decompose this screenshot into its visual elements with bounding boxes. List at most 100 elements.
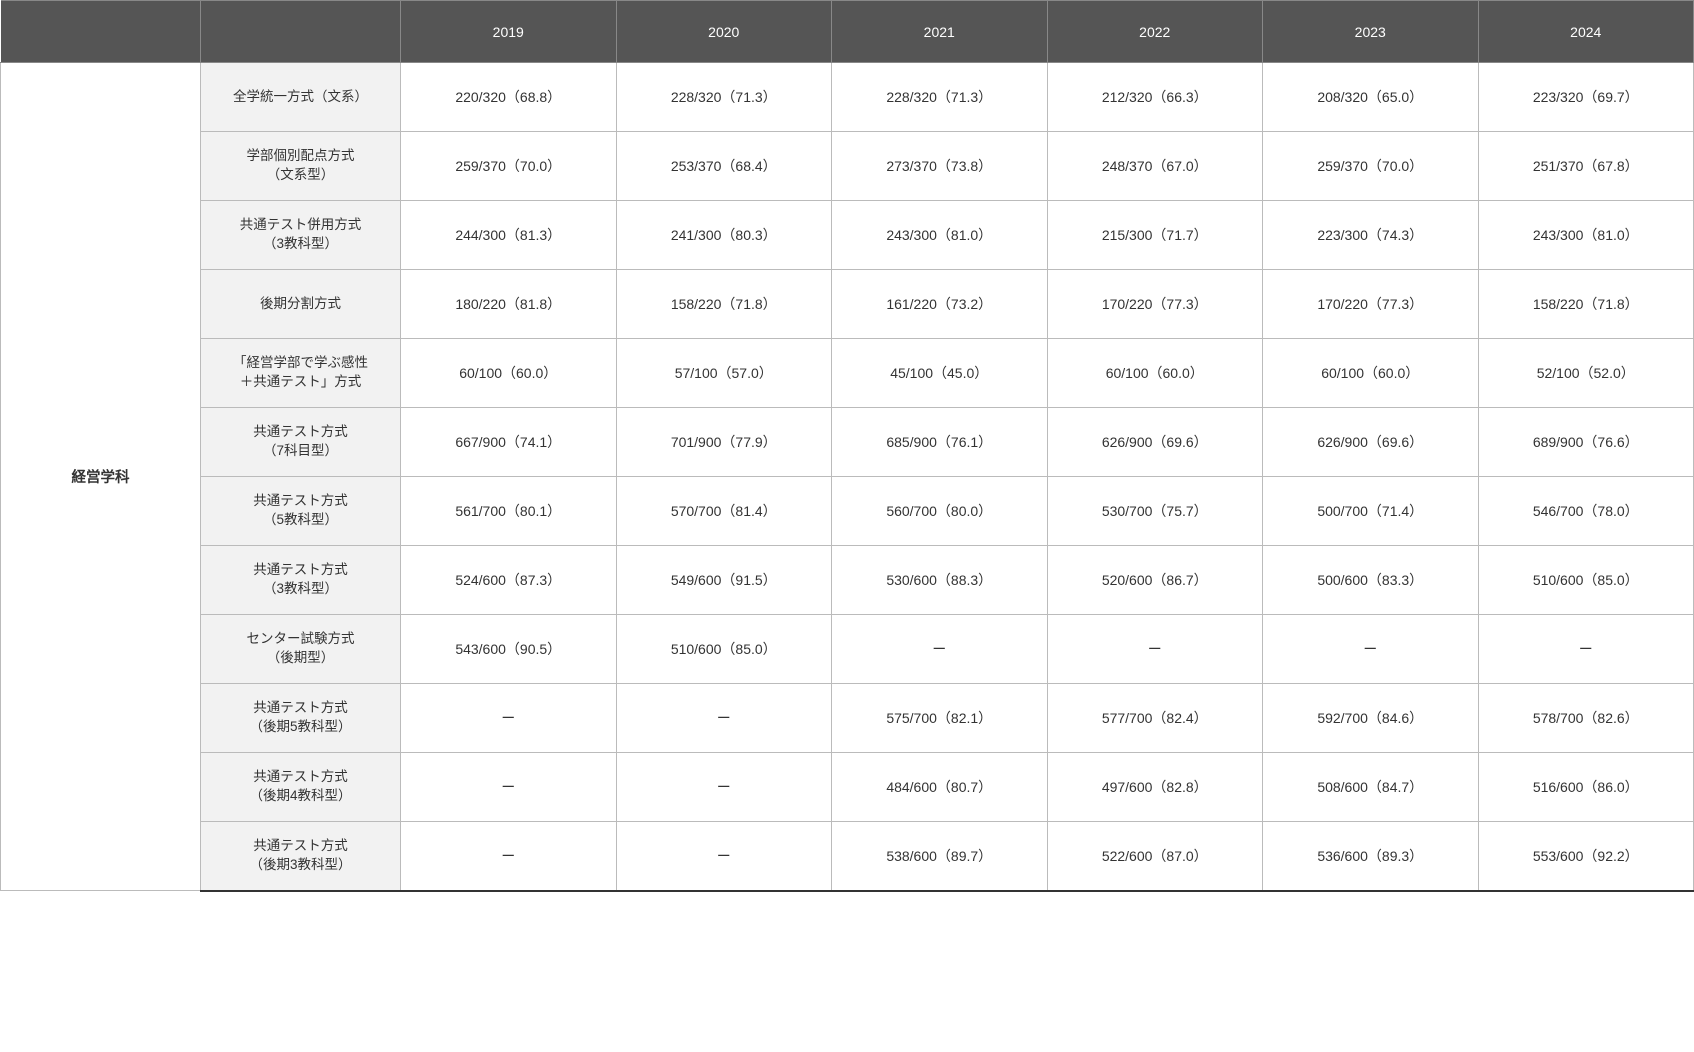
data-cell: 228/320（71.3） <box>832 63 1048 132</box>
method-cell: センター試験方式（後期型） <box>201 615 401 684</box>
table-row: 「経営学部で学ぶ感性＋共通テスト」方式 60/100（60.0） 57/100（… <box>1 339 1694 408</box>
data-cell: ー <box>401 822 617 891</box>
method-cell: 共通テスト方式（後期4教科型） <box>201 753 401 822</box>
data-cell: 170/220（77.3） <box>1263 270 1479 339</box>
data-cell: ー <box>832 615 1048 684</box>
data-cell: 667/900（74.1） <box>401 408 617 477</box>
table-row: 共通テスト方式（5教科型） 561/700（80.1） 570/700（81.4… <box>1 477 1694 546</box>
header-year: 2024 <box>1478 1 1694 63</box>
data-cell: 500/700（71.4） <box>1263 477 1479 546</box>
data-cell: 524/600（87.3） <box>401 546 617 615</box>
data-cell: 170/220（77.3） <box>1047 270 1263 339</box>
table-row: 学部個別配点方式（文系型） 259/370（70.0） 253/370（68.4… <box>1 132 1694 201</box>
data-cell: 522/600（87.0） <box>1047 822 1263 891</box>
method-cell: 「経営学部で学ぶ感性＋共通テスト」方式 <box>201 339 401 408</box>
data-cell: 516/600（86.0） <box>1478 753 1694 822</box>
method-cell: 共通テスト方式（7科目型） <box>201 408 401 477</box>
data-cell: 685/900（76.1） <box>832 408 1048 477</box>
data-cell: 220/320（68.8） <box>401 63 617 132</box>
method-cell: 学部個別配点方式（文系型） <box>201 132 401 201</box>
data-cell: 180/220（81.8） <box>401 270 617 339</box>
method-cell: 共通テスト併用方式（3教科型） <box>201 201 401 270</box>
data-cell: ー <box>401 684 617 753</box>
data-cell: 561/700（80.1） <box>401 477 617 546</box>
table-row: センター試験方式（後期型） 543/600（90.5） 510/600（85.0… <box>1 615 1694 684</box>
data-cell: 60/100（60.0） <box>1263 339 1479 408</box>
data-cell: 577/700（82.4） <box>1047 684 1263 753</box>
header-year: 2021 <box>832 1 1048 63</box>
data-cell: 223/320（69.7） <box>1478 63 1694 132</box>
header-year: 2022 <box>1047 1 1263 63</box>
data-cell: 549/600（91.5） <box>616 546 832 615</box>
table-row: 共通テスト方式（後期5教科型） ー ー 575/700（82.1） 577/70… <box>1 684 1694 753</box>
data-cell: 689/900（76.6） <box>1478 408 1694 477</box>
data-cell: ー <box>616 684 832 753</box>
data-cell: 158/220（71.8） <box>1478 270 1694 339</box>
data-cell: ー <box>616 822 832 891</box>
data-cell: 497/600（82.8） <box>1047 753 1263 822</box>
data-cell: 510/600（85.0） <box>1478 546 1694 615</box>
table-row: 共通テスト併用方式（3教科型） 244/300（81.3） 241/300（80… <box>1 201 1694 270</box>
department-cell: 経営学科 <box>1 63 201 891</box>
data-cell: 259/370（70.0） <box>401 132 617 201</box>
table-row: 共通テスト方式（3教科型） 524/600（87.3） 549/600（91.5… <box>1 546 1694 615</box>
data-cell: 560/700（80.0） <box>832 477 1048 546</box>
data-cell: 484/600（80.7） <box>832 753 1048 822</box>
data-cell: 60/100（60.0） <box>1047 339 1263 408</box>
data-cell: ー <box>1263 615 1479 684</box>
data-cell: 57/100（57.0） <box>616 339 832 408</box>
method-cell: 共通テスト方式（5教科型） <box>201 477 401 546</box>
data-cell: 223/300（74.3） <box>1263 201 1479 270</box>
data-cell: 243/300（81.0） <box>1478 201 1694 270</box>
data-cell: 575/700（82.1） <box>832 684 1048 753</box>
header-year: 2023 <box>1263 1 1479 63</box>
data-cell: 543/600（90.5） <box>401 615 617 684</box>
data-cell: 500/600（83.3） <box>1263 546 1479 615</box>
data-cell: 60/100（60.0） <box>401 339 617 408</box>
method-cell: 後期分割方式 <box>201 270 401 339</box>
data-cell: 520/600（86.7） <box>1047 546 1263 615</box>
data-cell: 215/300（71.7） <box>1047 201 1263 270</box>
header-year: 2019 <box>401 1 617 63</box>
data-cell: ー <box>401 753 617 822</box>
header-row: 2019 2020 2021 2022 2023 2024 <box>1 1 1694 63</box>
data-cell: 510/600（85.0） <box>616 615 832 684</box>
table-body: 経営学科 全学統一方式（文系） 220/320（68.8） 228/320（71… <box>1 63 1694 891</box>
table-row: 共通テスト方式（後期3教科型） ー ー 538/600（89.7） 522/60… <box>1 822 1694 891</box>
data-cell: 161/220（73.2） <box>832 270 1048 339</box>
data-cell: 241/300（80.3） <box>616 201 832 270</box>
method-cell: 全学統一方式（文系） <box>201 63 401 132</box>
data-cell: 553/600（92.2） <box>1478 822 1694 891</box>
data-cell: 228/320（71.3） <box>616 63 832 132</box>
data-cell: 578/700（82.6） <box>1478 684 1694 753</box>
data-cell: 253/370（68.4） <box>616 132 832 201</box>
table-row: 共通テスト方式（7科目型） 667/900（74.1） 701/900（77.9… <box>1 408 1694 477</box>
data-cell: 508/600（84.7） <box>1263 753 1479 822</box>
data-cell: 570/700（81.4） <box>616 477 832 546</box>
data-cell: 273/370（73.8） <box>832 132 1048 201</box>
data-cell: 248/370（67.0） <box>1047 132 1263 201</box>
data-cell: 243/300（81.0） <box>832 201 1048 270</box>
data-cell: 530/600（88.3） <box>832 546 1048 615</box>
data-cell: 158/220（71.8） <box>616 270 832 339</box>
table-row: 共通テスト方式（後期4教科型） ー ー 484/600（80.7） 497/60… <box>1 753 1694 822</box>
table-row: 経営学科 全学統一方式（文系） 220/320（68.8） 228/320（71… <box>1 63 1694 132</box>
method-cell: 共通テスト方式（3教科型） <box>201 546 401 615</box>
header-corner-method <box>201 1 401 63</box>
data-cell: 259/370（70.0） <box>1263 132 1479 201</box>
data-cell: 208/320（65.0） <box>1263 63 1479 132</box>
data-cell: 244/300（81.3） <box>401 201 617 270</box>
method-cell: 共通テスト方式（後期3教科型） <box>201 822 401 891</box>
data-cell: 45/100（45.0） <box>832 339 1048 408</box>
data-cell: 626/900（69.6） <box>1263 408 1479 477</box>
header-year: 2020 <box>616 1 832 63</box>
score-table: 2019 2020 2021 2022 2023 2024 経営学科 全学統一方… <box>0 0 1694 892</box>
data-cell: 701/900（77.9） <box>616 408 832 477</box>
data-cell: 251/370（67.8） <box>1478 132 1694 201</box>
data-cell: 212/320（66.3） <box>1047 63 1263 132</box>
data-cell: 538/600（89.7） <box>832 822 1048 891</box>
data-cell: 530/700（75.7） <box>1047 477 1263 546</box>
data-cell: ー <box>1047 615 1263 684</box>
data-cell: 52/100（52.0） <box>1478 339 1694 408</box>
header-corner-dept <box>1 1 201 63</box>
